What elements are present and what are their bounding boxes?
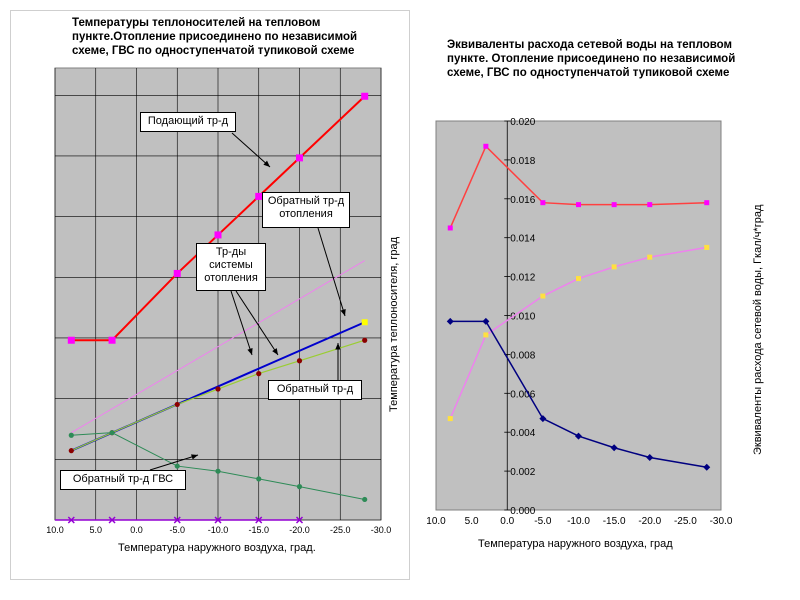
annotation-arrowhead: [272, 348, 278, 355]
left-x-tick-label: -25.0: [330, 525, 351, 535]
right-data-point: [482, 317, 490, 325]
annotation-arrow: [230, 290, 253, 356]
left-series-line: [71, 260, 365, 434]
right-y-tick-label: 0.014: [510, 234, 535, 245]
right-y-tick-label: 0.008: [510, 350, 535, 361]
right-x-tick-label: -10.0: [567, 516, 590, 527]
left-x-tick-label: 5.0: [89, 525, 102, 535]
annotation-arrowhead: [335, 343, 341, 350]
left-data-point: [174, 463, 180, 469]
right-data-point: [483, 332, 489, 338]
right-y-tick-label: 0.016: [510, 195, 535, 206]
left-data-point: [67, 336, 75, 344]
left-x-tick-label: 0.0: [130, 525, 143, 535]
annotation-arrowhead: [191, 454, 198, 460]
right-data-point: [446, 317, 454, 325]
right-data-point: [540, 293, 546, 299]
left-data-point: [362, 337, 368, 343]
left-chart-title: Температуры теплоносителей на тепловом п…: [72, 17, 358, 57]
left-data-point: [109, 430, 115, 436]
left-data-point: [361, 92, 369, 100]
right-x-tick-label: 10.0: [426, 516, 446, 527]
left-data-point: [215, 468, 221, 474]
left-data-point: [361, 319, 368, 326]
left-x-tick-label: -5.0: [169, 525, 185, 535]
right-chart-title: Эквиваленты расхода сетевой воды на тепл…: [447, 39, 736, 79]
right-y-tick-label: 0.020: [510, 117, 535, 128]
right-y-tick-label: 0.018: [510, 156, 535, 167]
right-data-point: [704, 200, 710, 206]
right-y-tick-label: 0.002: [510, 467, 535, 478]
left-data-point: [296, 358, 303, 364]
right-data-point: [576, 202, 581, 208]
left-x-tick-label: 10.0: [46, 525, 64, 535]
left-x-tick-label: -10.0: [208, 525, 229, 535]
right-data-point: [447, 416, 453, 422]
annotation-heating-pipes: Тр-ды системы отопления: [196, 243, 266, 291]
right-data-point: [575, 432, 582, 440]
right-y-tick-label: 0.010: [510, 312, 535, 323]
right-data-point: [576, 276, 581, 282]
left-data-point: [68, 432, 74, 438]
right-data-point: [611, 264, 617, 270]
annotation-heating-return: Обратный тр-д отопления: [262, 192, 350, 228]
annotation-arrow: [317, 227, 346, 317]
right-data-point: [483, 143, 489, 149]
annotation-arrowhead: [340, 309, 346, 316]
left-x-tick-label: -20.0: [289, 525, 310, 535]
left-data-point: [255, 192, 263, 200]
right-y-tick-label: 0.000: [510, 506, 535, 517]
left-data-point: [108, 336, 116, 344]
annotation-arrow: [231, 132, 271, 168]
right-data-point: [540, 200, 546, 206]
right-data-point: [647, 202, 653, 208]
left-x-axis-title: Температура наружного воздуха, град.: [118, 542, 316, 554]
left-data-point: [256, 476, 262, 482]
annotation-dhw-return: Обратный тр-д ГВС: [60, 470, 186, 490]
right-x-tick-label: -25.0: [674, 516, 697, 527]
right-y-tick-label: 0.006: [510, 389, 535, 400]
left-data-point: [296, 154, 303, 162]
right-plot-area: [435, 120, 722, 511]
left-data-point: [174, 401, 180, 408]
left-data-point: [296, 484, 303, 490]
right-data-point: [447, 225, 453, 231]
right-y-tick-label: 0.004: [510, 428, 535, 439]
right-x-tick-label: -20.0: [638, 516, 661, 527]
left-data-point: [173, 269, 181, 277]
annotation-arrow: [149, 454, 199, 471]
annotation-arrowhead: [263, 160, 270, 167]
right-x-tick-label: 0.0: [500, 516, 514, 527]
left-y-axis-title: Температура теплоносителя, град: [388, 237, 400, 412]
right-data-point: [703, 463, 711, 471]
right-data-point: [610, 444, 618, 452]
right-data-point: [646, 453, 654, 461]
right-x-axis-title: Температура наружного воздуха, град: [478, 538, 673, 550]
right-y-tick-label: 0.012: [510, 273, 535, 284]
right-data-point: [539, 415, 547, 423]
right-y-axis-title: Эквиваленты расхода сетевой воды, Гкал/ч…: [752, 204, 764, 455]
left-x-tick-label: -30.0: [371, 525, 392, 535]
right-x-tick-label: -5.0: [534, 516, 552, 527]
right-data-point: [611, 202, 617, 208]
left-data-point: [362, 496, 368, 503]
annotation-arrowhead: [247, 348, 253, 355]
left-x-tick-label: -15.0: [248, 525, 269, 535]
right-data-point: [704, 244, 710, 250]
annotation-supply-pipe: Подающий тр-д: [140, 112, 236, 132]
left-data-point: [256, 371, 262, 377]
annotation-arrow: [235, 290, 279, 356]
right-x-tick-label: 5.0: [465, 516, 479, 527]
annotation-return-pipe: Обратный тр-д: [268, 380, 362, 400]
left-data-point: [68, 448, 74, 454]
right-x-tick-label: -30.0: [710, 516, 733, 527]
right-data-point: [647, 254, 653, 260]
left-data-point: [214, 231, 222, 239]
right-x-tick-label: -15.0: [603, 516, 626, 527]
left-data-point: [215, 386, 221, 392]
